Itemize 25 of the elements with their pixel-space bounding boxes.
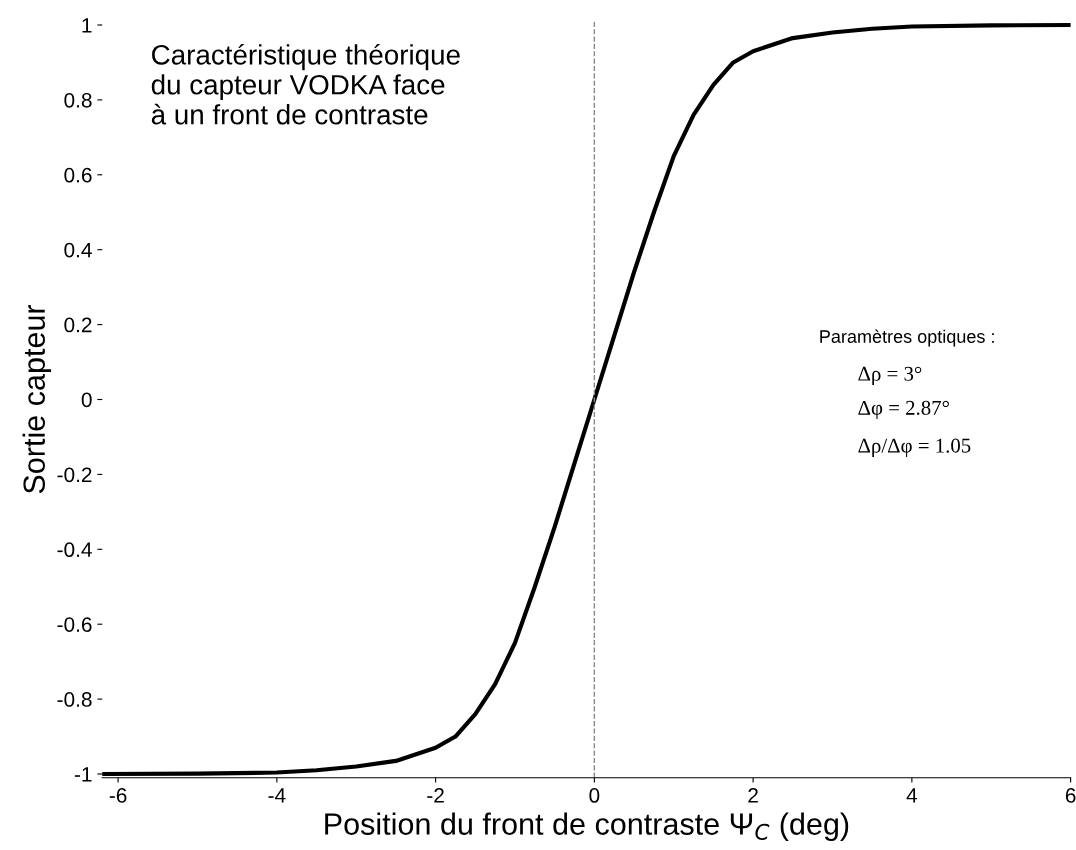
annotation: Δφ = 2.87° [858,400,949,420]
y-tick-label: -0.4 [57,542,92,558]
y-tick-label: -0.2 [57,467,92,483]
x-tick-label: -6 [109,788,127,803]
x-tick-label: 4 [906,788,918,803]
annotation: Δρ = 3° [858,366,922,386]
text: Caractéristique théorique du capteur VODKA face à un front de contraste [151,43,460,125]
y-tick-label: -1 [74,767,92,782]
x-tick-label: -4 [268,788,286,803]
y-tick-label: -0.6 [57,617,92,632]
x-tick-label: 6 [1065,788,1076,803]
annotation: Δρ/Δφ = 1.05 [858,438,971,457]
y-tick-label: 1 [82,18,92,33]
y-tick-label: -0.8 [57,692,92,707]
y-tick-label: 0 [81,392,92,408]
y-tick-label: 0.4 [64,242,92,258]
x-axis-title: Position du front de contraste Ψ$_{C}$ (deg) [325,812,849,841]
y-tick-label: 0.6 [64,167,92,183]
x-tick-label: -2 [427,788,444,803]
y-tick-label: 0.2 [64,317,92,333]
annotation: Paramètres optiques : [820,329,994,347]
y-tick-label: 0.8 [64,92,92,108]
x-tick-label: 0 [589,788,600,803]
y-axis-title: Sortie capteur [22,304,52,494]
x-tick-label: 2 [748,788,758,803]
